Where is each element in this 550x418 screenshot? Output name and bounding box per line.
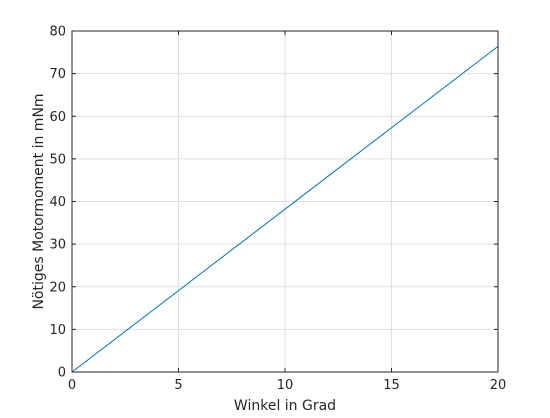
series-line <box>71 45 499 373</box>
y-tick-label: 40 <box>49 195 66 210</box>
series-layer <box>71 45 499 373</box>
y-tick-label: 30 <box>49 238 66 253</box>
x-tick-labels: 0 5 10 15 20 <box>68 378 506 393</box>
x-axis-label: Winkel in Grad <box>234 398 336 414</box>
y-tick-label: 10 <box>49 323 66 338</box>
y-tick-label: 60 <box>49 110 66 125</box>
y-tick-label: 20 <box>49 280 66 295</box>
x-tick-label: 10 <box>277 378 294 393</box>
x-tick-label: 20 <box>490 378 507 393</box>
y-tick-label: 70 <box>49 67 66 82</box>
y-tick-label: 0 <box>58 366 66 381</box>
x-tick-label: 5 <box>174 378 182 393</box>
tick-marks <box>71 30 499 373</box>
y-tick-label: 80 <box>49 25 66 40</box>
y-tick-label: 50 <box>49 152 66 167</box>
y-axis-label: Nötiges Motormoment in mNm <box>31 93 47 309</box>
x-tick-label: 15 <box>383 378 400 393</box>
y-tick-labels: 0 10 20 30 40 50 60 70 80 <box>49 25 66 381</box>
x-tick-label: 0 <box>68 378 76 393</box>
